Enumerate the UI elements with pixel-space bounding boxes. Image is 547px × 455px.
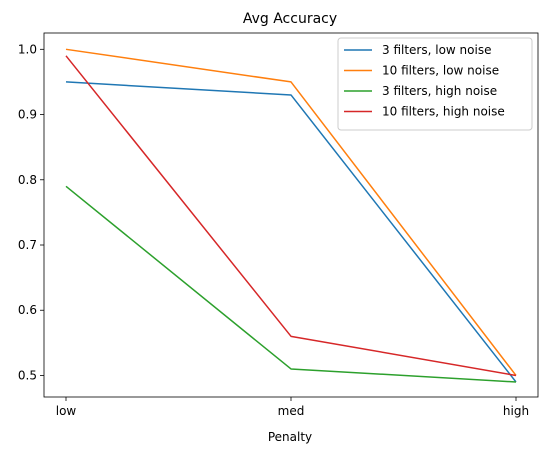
legend-label: 3 filters, high noise <box>382 84 497 98</box>
series-line-2 <box>65 185 517 383</box>
legend-label: 10 filters, low noise <box>382 64 499 78</box>
y-tick-label: 0.6 <box>18 303 37 317</box>
x-tick-label: high <box>503 404 529 418</box>
plot-frame <box>43 32 539 398</box>
series-line-1 <box>65 48 517 376</box>
y-tick-label: 0.5 <box>18 368 37 382</box>
x-tick-label: low <box>56 404 77 418</box>
chart-title: Avg Accuracy <box>243 11 337 27</box>
legend-label: 10 filters, high noise <box>382 105 505 119</box>
y-tick-label: 0.8 <box>18 173 37 187</box>
legend: 3 filters, low noise 10 filters, low nois… <box>337 37 533 131</box>
series-line-3 <box>65 55 517 377</box>
x-axis-label: Penalty <box>268 430 312 444</box>
y-tick-label: 1.0 <box>18 42 37 56</box>
x-tick-label: med <box>278 404 305 418</box>
series-lines <box>65 48 517 383</box>
x-axis-ticks: low med high <box>56 397 529 418</box>
y-tick-label: 0.9 <box>18 108 37 122</box>
legend-box <box>337 37 533 131</box>
y-tick-label: 0.7 <box>18 238 37 252</box>
legend-label: 3 filters, low noise <box>382 43 491 57</box>
y-axis-ticks: 0.5 0.6 0.7 0.8 0.9 1.0 <box>18 42 44 382</box>
series-line-0 <box>65 81 517 383</box>
